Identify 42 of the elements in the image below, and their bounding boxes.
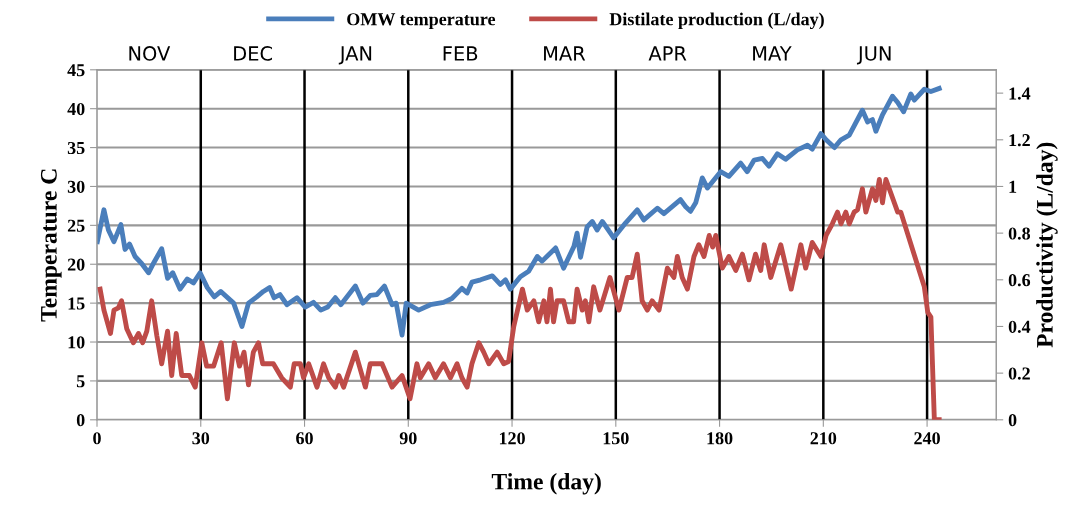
y2-tick-label: 0.8: [1008, 227, 1031, 240]
y-tick-label: 45: [67, 64, 85, 77]
y-tick-label: 5: [76, 375, 85, 388]
y2-tick-label: 0.4: [1008, 320, 1031, 333]
text: MAR: [544, 46, 586, 61]
text: APR: [648, 46, 687, 61]
x-tick-label: 90: [399, 432, 417, 445]
y2-tick-label: 0.2: [1008, 367, 1030, 380]
y-tick-label: 0: [76, 414, 85, 427]
legend-label: Distilate production (L/day): [609, 12, 824, 30]
x-tick-label: 240: [914, 432, 940, 445]
x-tick-label: 210: [810, 432, 837, 445]
y-tick-label: 25: [67, 219, 85, 232]
x-tick-label: 120: [499, 432, 525, 445]
text: DEC: [234, 46, 273, 61]
line-series: [97, 86, 942, 338]
text: JUN: [856, 46, 891, 65]
y2-tick-label: 1.4: [1009, 87, 1031, 100]
legend-label: OMW temperature: [347, 13, 496, 29]
text: FEB: [443, 46, 478, 61]
y-tick-label: 35: [67, 141, 85, 155]
x-tick-label: 0: [93, 432, 101, 445]
y2-tick-label: 1: [1009, 180, 1017, 193]
y-axis-title: Temperature C: [40, 169, 62, 322]
text: JAN: [338, 46, 372, 65]
x-tick-label: 180: [707, 432, 733, 445]
x-tick-label: 150: [603, 432, 629, 445]
text: MAY: [753, 46, 792, 61]
y-tick-label: 40: [67, 102, 85, 116]
y-tick-label: 20: [67, 258, 85, 271]
y-tick-label: 30: [67, 180, 85, 193]
y2-tick-label: 1.2: [1009, 134, 1030, 147]
x-tick-label: 60: [296, 432, 313, 445]
y-tick-label: 10: [68, 336, 85, 349]
x-axis-title: Time (day): [491, 472, 601, 495]
x-tick-label: 30: [192, 432, 210, 445]
text: NOV: [129, 46, 171, 61]
y2-tick-label: 0: [1008, 414, 1017, 427]
y2-tick-label: 0.6: [1008, 274, 1031, 287]
line-series: [97, 177, 942, 420]
y-tick-label: 15: [68, 297, 85, 310]
y2-axis-title: Productivity (L/day): [1036, 142, 1058, 348]
